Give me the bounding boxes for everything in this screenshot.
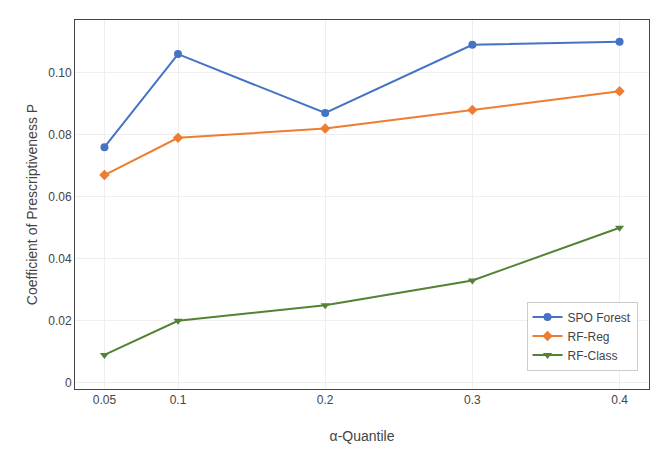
svg-text:0.04: 0.04 <box>48 252 72 266</box>
svg-text:0.10: 0.10 <box>48 66 72 80</box>
svg-text:Coefficient of Prescriptivenes: Coefficient of Prescriptiveness P <box>24 104 40 305</box>
svg-text:0.2: 0.2 <box>317 393 334 407</box>
svg-text:SPO Forest: SPO Forest <box>568 311 631 325</box>
svg-text:0: 0 <box>65 376 72 390</box>
svg-text:RF-Reg: RF-Reg <box>568 330 610 344</box>
svg-text:0.06: 0.06 <box>48 190 72 204</box>
svg-text:0.08: 0.08 <box>48 128 72 142</box>
svg-text:0.4: 0.4 <box>611 393 628 407</box>
svg-text:α-Quantile: α-Quantile <box>330 428 395 444</box>
svg-text:0.1: 0.1 <box>170 393 187 407</box>
svg-text:0.05: 0.05 <box>93 393 117 407</box>
svg-text:0.3: 0.3 <box>464 393 481 407</box>
svg-text:RF-Class: RF-Class <box>568 349 618 363</box>
svg-text:0.02: 0.02 <box>48 314 72 328</box>
